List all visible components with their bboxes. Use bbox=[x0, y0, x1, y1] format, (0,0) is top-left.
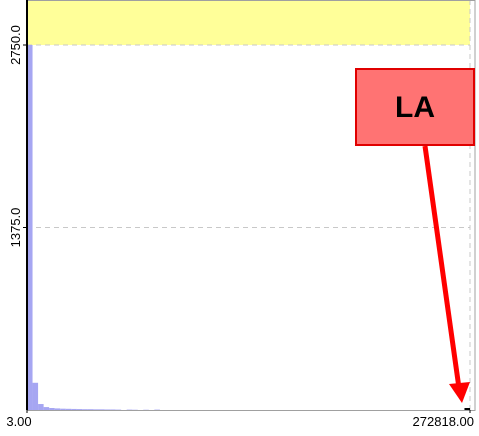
plot-background bbox=[27, 0, 470, 410]
bar bbox=[44, 407, 50, 410]
bar bbox=[49, 408, 55, 410]
bar bbox=[66, 409, 72, 410]
x-tick-label: 3.00 bbox=[6, 414, 31, 429]
bar bbox=[110, 409, 116, 410]
bar bbox=[82, 409, 88, 410]
bar bbox=[77, 409, 83, 410]
bar bbox=[88, 409, 94, 410]
bar bbox=[55, 408, 61, 410]
bar bbox=[464, 408, 470, 410]
annotation-text: LA bbox=[395, 91, 435, 124]
bar bbox=[60, 409, 66, 410]
y-tick-label: 2750.0 bbox=[8, 25, 23, 65]
bar bbox=[93, 409, 99, 410]
y-tick-label: 1375.0 bbox=[8, 208, 23, 248]
bar bbox=[33, 383, 39, 410]
bar bbox=[105, 409, 111, 410]
bar bbox=[71, 409, 77, 410]
bar bbox=[38, 404, 44, 410]
bar bbox=[99, 409, 105, 410]
overflow-band bbox=[27, 0, 470, 45]
x-tick-label: 272818.00 bbox=[413, 414, 474, 429]
